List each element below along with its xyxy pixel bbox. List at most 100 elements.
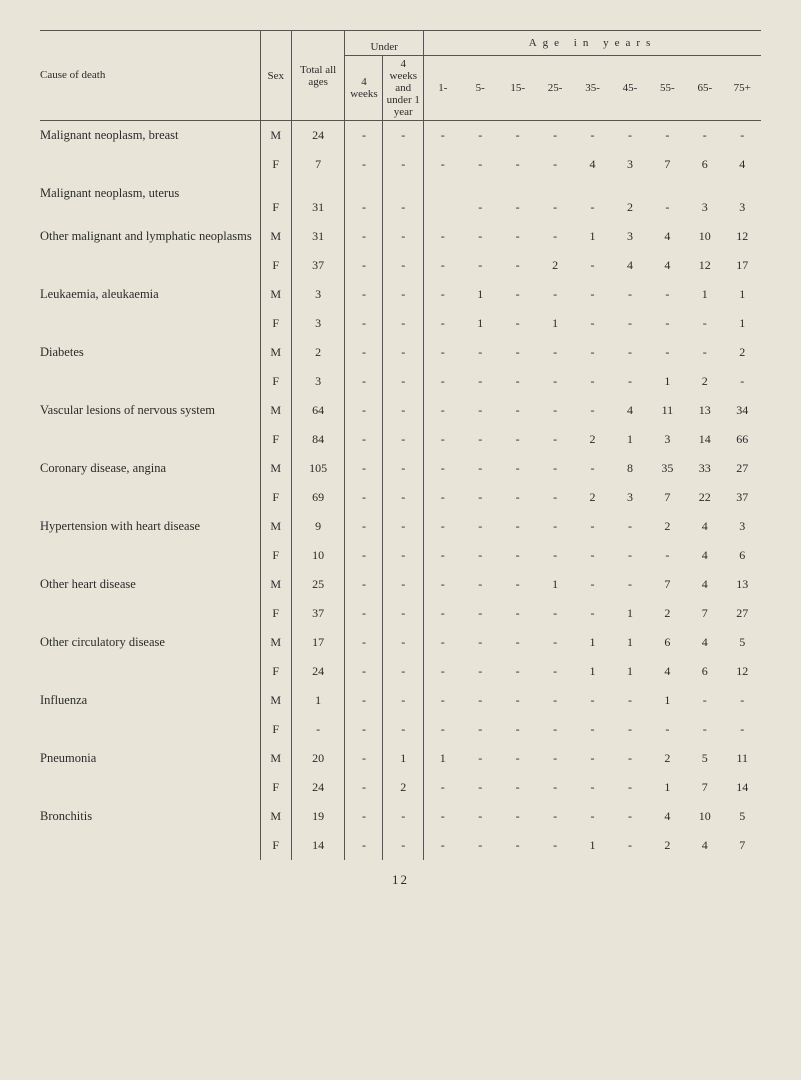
age-cell: - <box>499 773 536 802</box>
age-cell <box>574 179 611 193</box>
age-cell: 7 <box>724 831 762 860</box>
age-cell: - <box>424 541 462 570</box>
age-cell: 7 <box>649 570 686 599</box>
age-h-7: 65- <box>686 56 723 121</box>
age-cell: 4 <box>649 657 686 686</box>
age-cell: 1 <box>649 773 686 802</box>
age-cell: - <box>462 483 499 512</box>
age-cell: 66 <box>724 425 762 454</box>
cause-cell: Vascular lesions of nervous system <box>40 396 260 454</box>
u1-cell: - <box>383 715 424 744</box>
u1-cell: - <box>383 150 424 179</box>
age-cell: 1 <box>462 280 499 309</box>
age-cell: 13 <box>724 570 762 599</box>
cause-cell: Bronchitis <box>40 802 260 860</box>
u1-cell: - <box>383 222 424 251</box>
age-cell: - <box>499 150 536 179</box>
age-cell: - <box>499 512 536 541</box>
age-cell: - <box>574 570 611 599</box>
age-cell: 35 <box>649 454 686 483</box>
age-h-4: 35- <box>574 56 611 121</box>
age-cell: 10 <box>686 802 723 831</box>
u1-cell <box>383 179 424 193</box>
total-cell: 2 <box>291 338 345 367</box>
cause-cell: Other circulatory disease <box>40 628 260 686</box>
age-cell: 1 <box>574 222 611 251</box>
age-cell: - <box>536 425 573 454</box>
age-cell: - <box>574 367 611 396</box>
age-cell: - <box>536 483 573 512</box>
age-cell: - <box>611 802 648 831</box>
u4-cell: - <box>345 454 383 483</box>
age-cell: - <box>611 686 648 715</box>
age-cell: - <box>611 773 648 802</box>
u1-cell: - <box>383 338 424 367</box>
age-cell: 3 <box>611 150 648 179</box>
age-cell: - <box>424 222 462 251</box>
page-number: 12 <box>40 872 761 888</box>
age-cell: 22 <box>686 483 723 512</box>
age-cell: - <box>462 338 499 367</box>
age-cell: - <box>499 599 536 628</box>
age-cell: 14 <box>724 773 762 802</box>
age-cell: - <box>499 396 536 425</box>
u4-cell: - <box>345 483 383 512</box>
age-cell: 2 <box>536 251 573 280</box>
age-cell: 6 <box>686 150 723 179</box>
age-cell: - <box>574 338 611 367</box>
u1-cell: - <box>383 570 424 599</box>
age-cell: - <box>686 338 723 367</box>
sex-cell: M <box>260 628 291 657</box>
age-cell: 1 <box>724 309 762 338</box>
u4-cell: - <box>345 570 383 599</box>
age-cell: - <box>536 802 573 831</box>
age-cell: - <box>499 802 536 831</box>
u4-cell: - <box>345 628 383 657</box>
age-h-2: 15- <box>499 56 536 121</box>
age-cell: - <box>462 744 499 773</box>
age-cell: 4 <box>649 251 686 280</box>
age-cell: - <box>536 222 573 251</box>
age-cell: - <box>424 599 462 628</box>
age-cell: 1 <box>574 657 611 686</box>
u4-cell: - <box>345 715 383 744</box>
header-total: Total all ages <box>291 31 345 121</box>
age-cell: 12 <box>724 222 762 251</box>
u4-cell: - <box>345 367 383 396</box>
age-cell: - <box>574 512 611 541</box>
age-cell: 1 <box>424 744 462 773</box>
age-cell <box>611 179 648 193</box>
sex-cell: M <box>260 222 291 251</box>
age-cell: 7 <box>686 773 723 802</box>
age-cell: 7 <box>649 150 686 179</box>
age-cell: - <box>611 541 648 570</box>
age-cell: - <box>424 425 462 454</box>
age-cell: - <box>574 541 611 570</box>
age-cell: - <box>462 686 499 715</box>
age-cell: 34 <box>724 396 762 425</box>
age-cell <box>499 179 536 193</box>
age-cell: - <box>462 715 499 744</box>
total-cell: 3 <box>291 367 345 396</box>
age-cell: - <box>536 121 573 151</box>
age-cell: - <box>499 338 536 367</box>
age-cell: - <box>574 802 611 831</box>
age-cell: - <box>574 454 611 483</box>
age-cell: - <box>611 744 648 773</box>
age-cell: - <box>536 150 573 179</box>
age-cell: 2 <box>686 367 723 396</box>
age-cell: 4 <box>574 150 611 179</box>
age-h-3: 25- <box>536 56 573 121</box>
age-cell: - <box>462 831 499 860</box>
age-cell: 2 <box>649 512 686 541</box>
age-cell: - <box>499 715 536 744</box>
age-h-1: 5- <box>462 56 499 121</box>
u1-cell: - <box>383 657 424 686</box>
sex-cell: M <box>260 744 291 773</box>
total-cell: 37 <box>291 599 345 628</box>
total-cell: 24 <box>291 657 345 686</box>
age-cell: 3 <box>649 425 686 454</box>
age-cell: - <box>574 309 611 338</box>
age-cell: 17 <box>724 251 762 280</box>
u1-cell: - <box>383 309 424 338</box>
